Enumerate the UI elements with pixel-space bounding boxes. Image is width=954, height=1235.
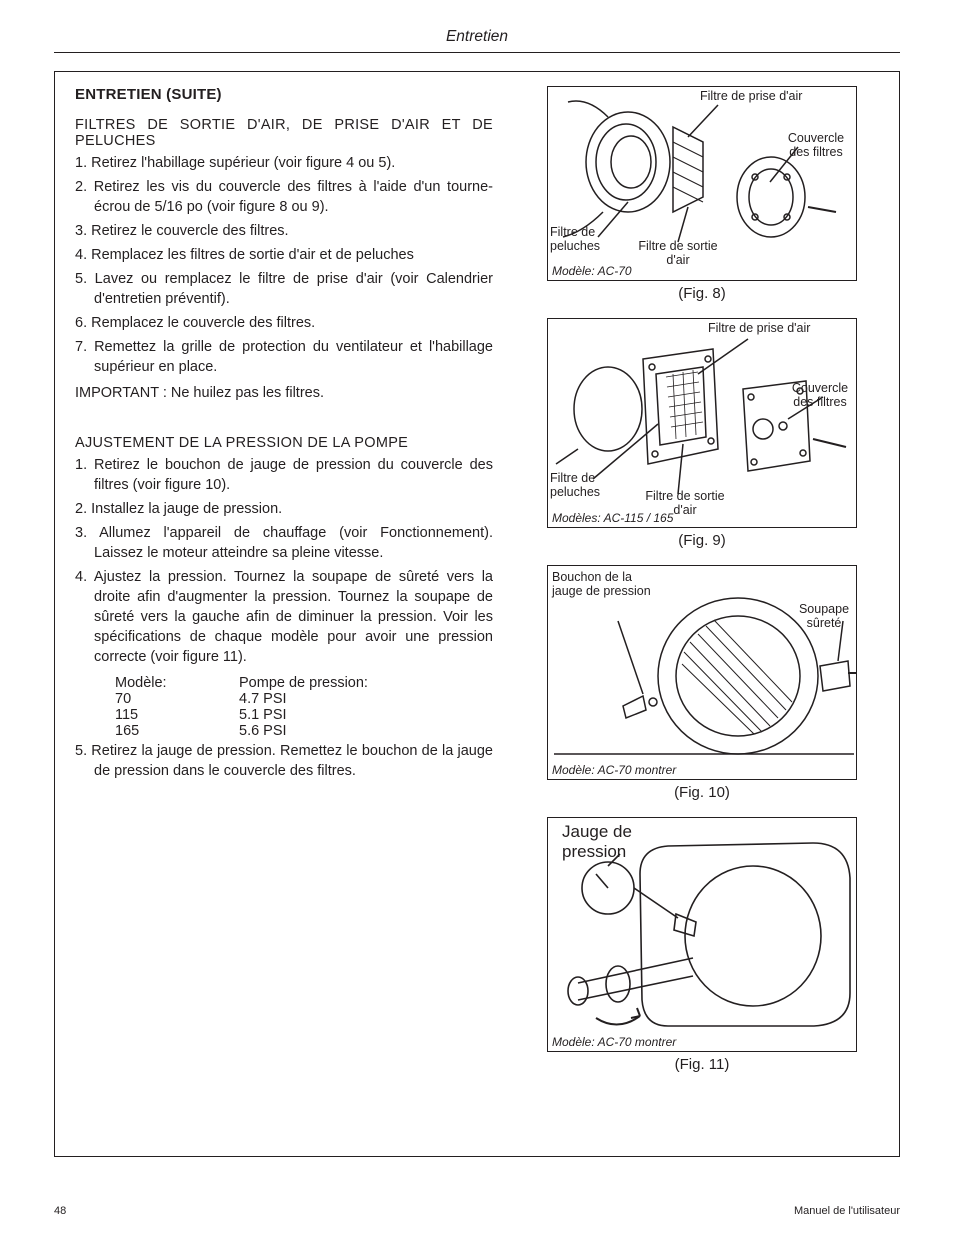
- table-cell: 5.1 PSI: [239, 707, 287, 723]
- fig-label-valve: Soupape sûreté: [794, 602, 854, 631]
- list-item: 2. Installez la jauge de pression.: [75, 499, 493, 519]
- list-item: 3. Allumez l'appareil de chauffage (voir…: [75, 523, 493, 563]
- list-item: 2. Retirez les vis du couvercle des filt…: [75, 177, 493, 217]
- figure-9: Filtre de prise d'air Couvercle des filt…: [547, 318, 857, 559]
- important-note: IMPORTANT : Ne huilez pas les filtres.: [75, 385, 493, 401]
- filters-heading: FILTRES DE SORTIE D'AIR, DE PRISE D'AIR …: [75, 117, 493, 149]
- figure-11: Jauge de pression Modèle: AC-70 montrer …: [547, 817, 857, 1083]
- table-header-row: Modèle: Pompe de pression:: [115, 675, 493, 691]
- page-number: 48: [54, 1205, 66, 1217]
- table-header-cell: Pompe de pression:: [239, 675, 368, 691]
- table-cell: 165: [115, 723, 239, 739]
- figure-model-label: Modèle: AC-70: [552, 264, 632, 278]
- figure-10: Bouchon de la jauge de pression Soupape …: [547, 565, 857, 811]
- pump-steps-list: 1. Retirez le bouchon de jauge de pressi…: [75, 455, 493, 667]
- figure-caption: (Fig. 8): [547, 285, 857, 302]
- figure-model-label: Modèle: AC-70 montrer: [552, 1035, 676, 1049]
- pump-steps-list-b: 5. Retirez la jauge de pression. Remette…: [75, 741, 493, 781]
- fig-label-cover: Couvercle des filtres: [780, 131, 852, 160]
- section-title: ENTRETIEN (SUITE): [75, 86, 493, 103]
- list-item: 4. Ajustez la pression. Tournez la soupa…: [75, 567, 493, 667]
- figure-8: Filtre de prise d'air Couvercle des filt…: [547, 86, 857, 312]
- list-item: 4. Remplacez les filtres de sortie d'air…: [75, 245, 493, 265]
- table-row: 165 5.6 PSI: [115, 723, 493, 739]
- figure-frame: Filtre de prise d'air Couvercle des filt…: [547, 86, 857, 281]
- table-cell: 5.6 PSI: [239, 723, 287, 739]
- fig-label-cover: Couvercle des filtres: [786, 381, 854, 410]
- list-item: 1. Retirez l'habillage supérieur (voir f…: [75, 153, 493, 173]
- content-frame: ENTRETIEN (SUITE) FILTRES DE SORTIE D'AI…: [54, 71, 900, 1157]
- fig-label-intake: Filtre de prise d'air: [700, 89, 802, 103]
- fig-label-outlet: Filtre de sortie d'air: [638, 239, 718, 268]
- fig-label-intake: Filtre de prise d'air: [708, 321, 810, 335]
- list-item: 5. Lavez ou remplacez le filtre de prise…: [75, 269, 493, 309]
- fig-label-lint: Filtre de peluches: [550, 225, 618, 254]
- left-column: ENTRETIEN (SUITE) FILTRES DE SORTIE D'AI…: [75, 86, 493, 1140]
- figure-frame: Bouchon de la jauge de pression Soupape …: [547, 565, 857, 780]
- pump-heading: AJUSTEMENT DE LA PRESSION DE LA POMPE: [75, 435, 493, 451]
- header-rule: [54, 52, 900, 53]
- list-item: 3. Retirez le couvercle des filtres.: [75, 221, 493, 241]
- psi-table: Modèle: Pompe de pression: 70 4.7 PSI 11…: [115, 675, 493, 739]
- right-column: Filtre de prise d'air Couvercle des filt…: [525, 86, 879, 1140]
- filter-steps-list: 1. Retirez l'habillage supérieur (voir f…: [75, 153, 493, 377]
- figure-model-label: Modèles: AC-115 / 165: [552, 511, 673, 525]
- doc-title: Manuel de l'utilisateur: [794, 1205, 900, 1217]
- figure-caption: (Fig. 9): [547, 532, 857, 549]
- table-row: 70 4.7 PSI: [115, 691, 493, 707]
- list-item: 6. Remplacez le couvercle des filtres.: [75, 313, 493, 333]
- figure-frame: Jauge de pression Modèle: AC-70 montrer: [547, 817, 857, 1052]
- fig-label-gauge: Jauge de pression: [562, 822, 662, 861]
- figure-caption: (Fig. 11): [547, 1056, 857, 1073]
- table-cell: 115: [115, 707, 239, 723]
- page: Entretien ENTRETIEN (SUITE) FILTRES DE S…: [0, 0, 954, 1235]
- fig-label-lint: Filtre de peluches: [550, 471, 618, 500]
- table-row: 115 5.1 PSI: [115, 707, 493, 723]
- figure-caption: (Fig. 10): [547, 784, 857, 801]
- list-item: 7. Remettez la grille de protection du v…: [75, 337, 493, 377]
- fig-label-plug: Bouchon de la jauge de pression: [552, 570, 652, 599]
- page-header: Entretien: [54, 28, 900, 46]
- two-column-layout: ENTRETIEN (SUITE) FILTRES DE SORTIE D'AI…: [75, 86, 879, 1140]
- table-cell: 4.7 PSI: [239, 691, 287, 707]
- figure-model-label: Modèle: AC-70 montrer: [552, 763, 676, 777]
- list-item: 5. Retirez la jauge de pression. Remette…: [75, 741, 493, 781]
- table-cell: 70: [115, 691, 239, 707]
- figure-frame: Filtre de prise d'air Couvercle des filt…: [547, 318, 857, 528]
- table-header-cell: Modèle:: [115, 675, 239, 691]
- page-footer: 48 Manuel de l'utilisateur: [54, 1205, 900, 1217]
- list-item: 1. Retirez le bouchon de jauge de pressi…: [75, 455, 493, 495]
